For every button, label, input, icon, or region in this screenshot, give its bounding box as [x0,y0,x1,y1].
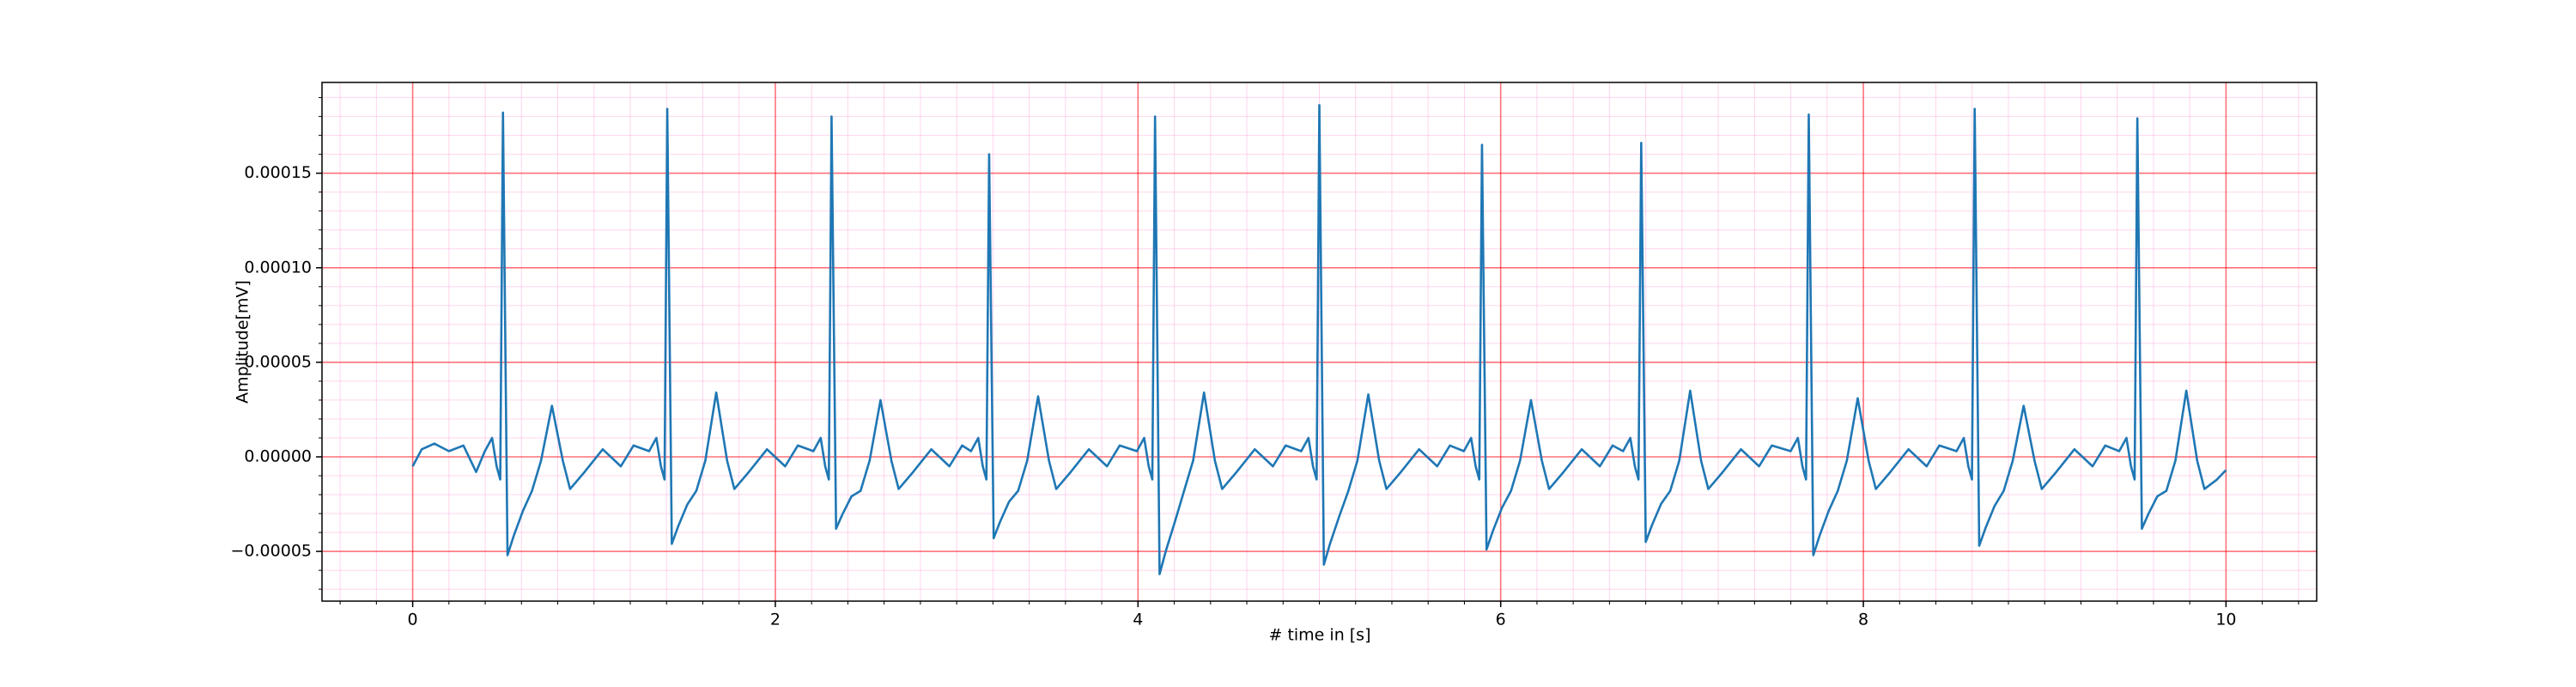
x-tick-label: 10 [2215,611,2236,629]
axes-frame [321,82,2318,602]
x-tick-label: 4 [1133,611,1143,629]
signal-line [411,104,2227,575]
y-axis-label: Amplitude[mV] [234,280,252,404]
y-tick-label: 0.00000 [244,447,312,465]
x-tick-label: 6 [1496,611,1506,629]
x-axis-label: # time in [s] [1268,626,1370,645]
x-tick-label: 8 [1858,611,1868,629]
y-tick-label: 0.00015 [244,163,312,182]
x-tick-label: 2 [770,611,781,629]
y-tick-label: −0.00005 [231,542,313,561]
x-tick-label: 0 [408,611,418,629]
y-tick-label: 0.00005 [244,352,312,371]
y-tick-label: 0.00010 [244,258,312,277]
